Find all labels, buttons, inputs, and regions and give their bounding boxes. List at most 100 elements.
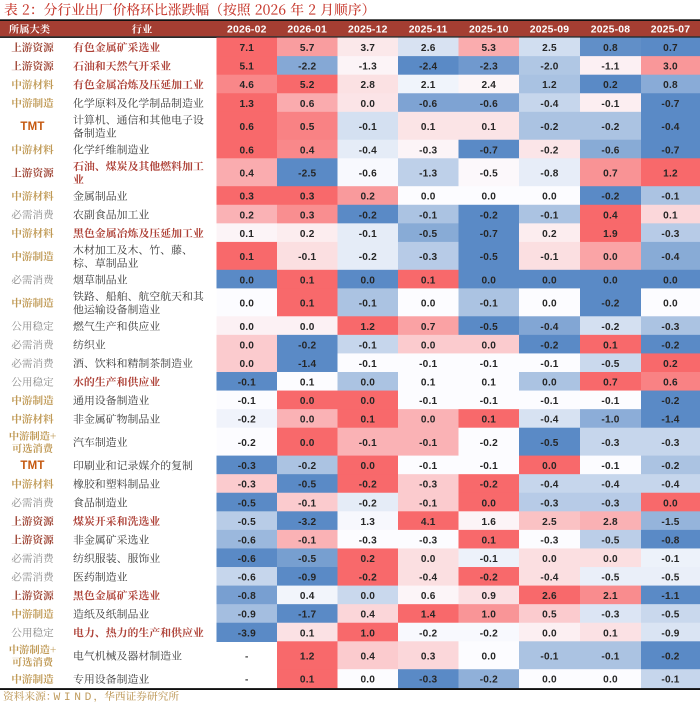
svg-text:-0.4: -0.4	[661, 480, 679, 491]
svg-text:5.7: 5.7	[300, 43, 315, 54]
svg-text:-0.1: -0.1	[298, 535, 316, 546]
svg-text:-0.5: -0.5	[298, 480, 316, 491]
svg-text:-1.5: -1.5	[661, 517, 679, 528]
svg-text:-0.7: -0.7	[480, 145, 498, 156]
svg-text:0.7: 0.7	[603, 378, 618, 389]
svg-text:1.0: 1.0	[360, 628, 375, 639]
svg-text:-0.2: -0.2	[661, 461, 679, 472]
svg-text:-0.6: -0.6	[238, 554, 256, 565]
svg-text:0.1: 0.1	[300, 675, 315, 686]
svg-text:-0.2: -0.2	[359, 210, 377, 221]
svg-text:-0.2: -0.2	[601, 322, 619, 333]
svg-text:-0.7: -0.7	[661, 99, 679, 110]
svg-text:-0.2: -0.2	[661, 396, 679, 407]
svg-text:1.9: 1.9	[603, 229, 618, 240]
svg-text:0.8: 0.8	[663, 80, 678, 91]
svg-text:0.1: 0.1	[603, 340, 618, 351]
svg-text:0.0: 0.0	[360, 378, 375, 389]
svg-text:-0.6: -0.6	[238, 535, 256, 546]
svg-text:-0.5: -0.5	[540, 438, 558, 449]
svg-text:3.0: 3.0	[663, 62, 678, 73]
svg-text:-0.2: -0.2	[238, 438, 256, 449]
svg-text:-0.4: -0.4	[601, 480, 619, 491]
svg-text:0.0: 0.0	[542, 299, 557, 310]
svg-text:0.0: 0.0	[542, 628, 557, 639]
svg-text:0.0: 0.0	[481, 652, 496, 663]
svg-text:-0.2: -0.2	[238, 415, 256, 426]
svg-text:2.5: 2.5	[542, 43, 557, 54]
svg-text:-0.2: -0.2	[359, 252, 377, 263]
svg-text:2.8: 2.8	[603, 517, 618, 528]
svg-text:0.0: 0.0	[421, 192, 436, 203]
svg-text:0.0: 0.0	[542, 192, 557, 203]
svg-text:0.1: 0.1	[300, 628, 315, 639]
svg-text:-0.4: -0.4	[661, 252, 679, 263]
svg-text:-0.5: -0.5	[480, 322, 498, 333]
svg-text:-0.2: -0.2	[298, 461, 316, 472]
svg-text:0.1: 0.1	[300, 378, 315, 389]
svg-text:-0.2: -0.2	[480, 628, 498, 639]
svg-text:2.8: 2.8	[360, 80, 375, 91]
svg-text:0.0: 0.0	[360, 275, 375, 286]
svg-text:-0.5: -0.5	[419, 229, 437, 240]
svg-text:-0.4: -0.4	[419, 573, 437, 584]
svg-text:-0.8: -0.8	[661, 535, 679, 546]
svg-text:-0.5: -0.5	[238, 517, 256, 528]
svg-text:0.0: 0.0	[239, 275, 254, 286]
svg-text:0.0: 0.0	[603, 252, 618, 263]
svg-text:-2.4: -2.4	[419, 62, 437, 73]
svg-text:-0.3: -0.3	[419, 252, 437, 263]
svg-text:-1.7: -1.7	[298, 610, 316, 621]
svg-text:0.1: 0.1	[481, 535, 496, 546]
svg-text:-0.3: -0.3	[661, 438, 679, 449]
svg-text:0.4: 0.4	[239, 169, 254, 180]
svg-text:-0.1: -0.1	[359, 340, 377, 351]
svg-text:-0.7: -0.7	[661, 145, 679, 156]
svg-text:0.7: 0.7	[421, 322, 436, 333]
svg-text:-0.9: -0.9	[238, 610, 256, 621]
svg-text:-1.4: -1.4	[661, 415, 679, 426]
svg-text:1.4: 1.4	[421, 610, 436, 621]
svg-text:0.2: 0.2	[603, 80, 618, 91]
svg-text:2025-08: 2025-08	[591, 25, 631, 36]
svg-text:0.6: 0.6	[300, 99, 315, 110]
svg-text:0.4: 0.4	[603, 210, 618, 221]
svg-text:-0.1: -0.1	[419, 359, 437, 370]
svg-text:-2.5: -2.5	[298, 169, 316, 180]
svg-text:0.5: 0.5	[300, 122, 315, 133]
svg-text:0.2: 0.2	[239, 210, 254, 221]
svg-text:-0.5: -0.5	[601, 573, 619, 584]
svg-text:0.0: 0.0	[603, 275, 618, 286]
svg-text:0.1: 0.1	[360, 415, 375, 426]
svg-text:-0.2: -0.2	[661, 340, 679, 351]
svg-text:2.6: 2.6	[421, 43, 436, 54]
svg-text:-0.3: -0.3	[661, 229, 679, 240]
svg-text:0.3: 0.3	[300, 192, 315, 203]
svg-text:-0.2: -0.2	[540, 340, 558, 351]
svg-text:-2.2: -2.2	[298, 62, 316, 73]
svg-text:-1.1: -1.1	[661, 591, 679, 602]
svg-text:-1.0: -1.0	[601, 415, 619, 426]
svg-text:-0.1: -0.1	[601, 652, 619, 663]
svg-text:-0.1: -0.1	[540, 396, 558, 407]
svg-text:-0.4: -0.4	[359, 145, 377, 156]
svg-text:0.7: 0.7	[663, 43, 678, 54]
svg-text:-0.1: -0.1	[661, 192, 679, 203]
svg-text:0.7: 0.7	[603, 169, 618, 180]
svg-text:0.4: 0.4	[360, 652, 375, 663]
svg-text:-0.4: -0.4	[540, 322, 558, 333]
svg-text:-0.3: -0.3	[540, 535, 558, 546]
svg-text:-0.4: -0.4	[540, 99, 558, 110]
svg-text:0.0: 0.0	[360, 461, 375, 472]
svg-text:5.2: 5.2	[300, 80, 315, 91]
svg-text:-0.1: -0.1	[419, 396, 437, 407]
svg-text:0.4: 0.4	[360, 610, 375, 621]
svg-text:-0.1: -0.1	[298, 498, 316, 509]
svg-text:0.5: 0.5	[542, 610, 557, 621]
svg-text:TMT: TMT	[20, 121, 44, 133]
svg-text:0.2: 0.2	[542, 229, 557, 240]
svg-text:0.1: 0.1	[421, 275, 436, 286]
svg-text:-0.5: -0.5	[480, 169, 498, 180]
svg-text:0.0: 0.0	[481, 498, 496, 509]
svg-text:-1.4: -1.4	[298, 359, 316, 370]
